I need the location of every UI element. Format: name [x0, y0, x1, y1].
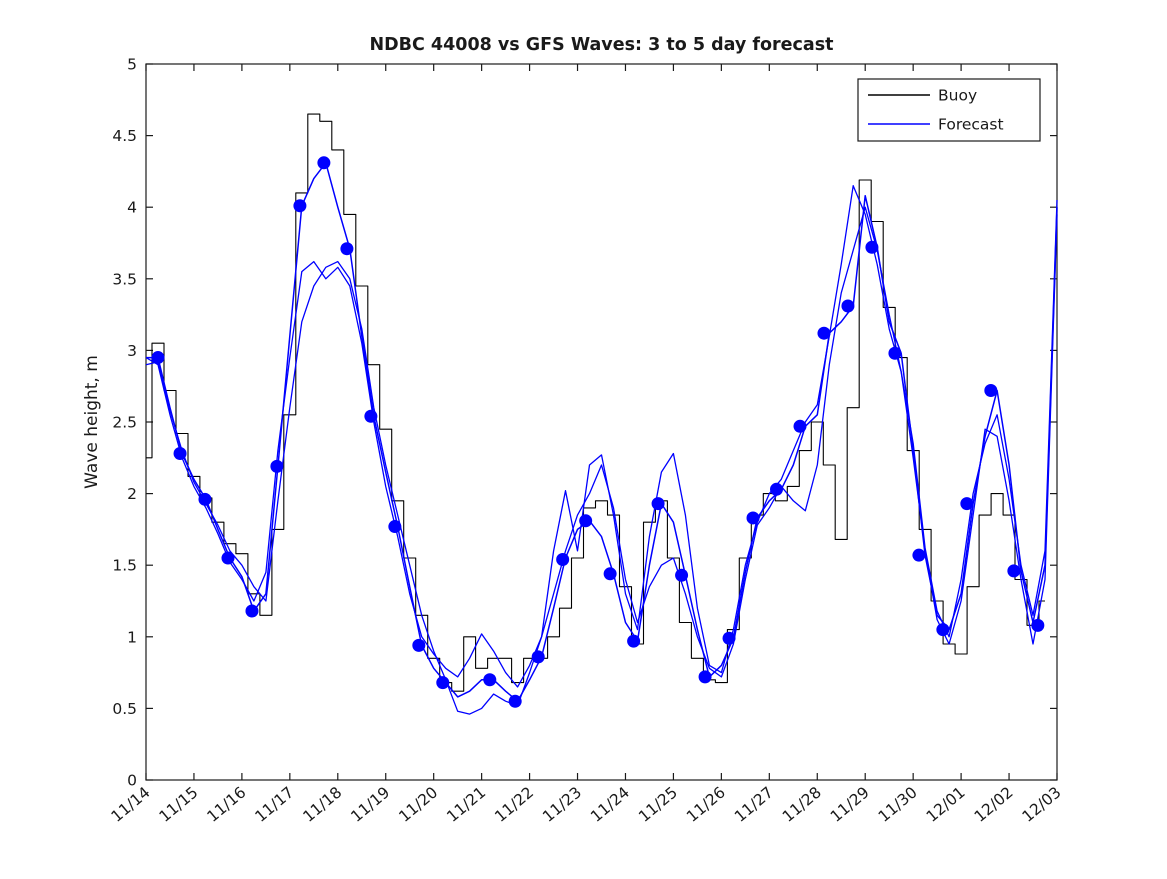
legend-box [857, 78, 1041, 142]
forecast-marker [388, 520, 402, 534]
forecast-marker [340, 242, 354, 256]
forecast-marker [531, 650, 545, 664]
forecast-marker [293, 199, 307, 213]
forecast-marker [579, 514, 593, 528]
forecast-marker [841, 299, 855, 313]
forecast-series-line [145, 185, 1058, 688]
x-tick-label: 11/28 [779, 783, 825, 826]
forecast-marker [245, 604, 259, 618]
x-tick-label: 11/29 [827, 783, 873, 826]
forecast-marker [722, 631, 736, 645]
y-tick-label: 0 [127, 772, 137, 790]
forecast-marker [198, 492, 212, 506]
forecast-marker [508, 694, 522, 708]
forecast-marker [173, 447, 187, 461]
y-tick-label: 5 [127, 56, 137, 74]
x-tick-label: 12/02 [971, 783, 1017, 826]
x-tick-label: 11/22 [491, 783, 537, 826]
forecast-marker [960, 497, 974, 511]
forecast-marker [483, 673, 497, 687]
y-tick-label: 0.5 [112, 700, 137, 718]
forecast-marker [651, 497, 665, 511]
forecast-marker [865, 240, 879, 254]
forecast-marker [984, 383, 998, 397]
forecast-marker [317, 156, 331, 170]
x-tick-label: 11/16 [204, 783, 250, 826]
y-tick-label: 1 [127, 628, 137, 646]
forecast-marker [912, 548, 926, 562]
forecast-marker [556, 552, 570, 566]
forecast-marker [770, 482, 784, 496]
chart-title: NDBC 44008 vs GFS Waves: 3 to 5 day fore… [369, 35, 833, 55]
legend-label-forecast: Forecast [938, 116, 1004, 134]
forecast-marker [888, 346, 902, 360]
y-tick-label: 1.5 [112, 557, 137, 575]
forecast-marker [817, 326, 831, 340]
forecast-series-line [145, 199, 1058, 715]
buoy-series-line [146, 113, 1045, 692]
forecast-marker [364, 409, 378, 423]
y-tick-label: 4 [127, 199, 137, 217]
forecast-marker [1007, 564, 1021, 578]
x-tick-label: 11/17 [252, 783, 298, 826]
x-tick-label: 11/26 [683, 783, 729, 826]
y-tick-label: 2.5 [112, 414, 137, 432]
forecast-marker [270, 459, 284, 473]
forecast-marker [436, 676, 450, 690]
forecast-marker [936, 623, 950, 637]
forecast-marker [675, 568, 689, 582]
x-tick-label: 12/01 [923, 783, 969, 826]
forecast-marker [221, 551, 235, 565]
forecast-marker [1031, 618, 1045, 632]
x-tick-label: 11/15 [156, 783, 202, 826]
x-tick-label: 11/21 [443, 783, 489, 826]
x-tick-label: 11/20 [395, 783, 441, 826]
x-tick-label: 11/24 [587, 783, 633, 826]
x-tick-label: 11/25 [635, 783, 681, 826]
x-tick-label: 11/19 [348, 783, 394, 826]
x-tick-label: 11/14 [108, 783, 154, 826]
forecast-series-line [146, 162, 1058, 702]
y-tick-label: 3.5 [112, 270, 137, 288]
x-tick-label: 11/30 [875, 783, 921, 826]
legend-label-buoy: Buoy [938, 87, 977, 105]
y-axis-label: Wave height, m [82, 355, 102, 489]
forecast-marker [698, 670, 712, 684]
x-tick-label: 11/23 [539, 783, 585, 826]
forecast-marker [603, 567, 617, 581]
y-tick-label: 3 [127, 342, 137, 360]
forecast-marker [412, 638, 426, 652]
x-tick-label: 11/18 [300, 783, 346, 826]
forecast-marker [746, 511, 760, 525]
y-tick-label: 4.5 [112, 127, 137, 145]
forecast-marker [793, 419, 807, 433]
forecast-marker [151, 351, 165, 365]
x-tick-label: 11/27 [731, 783, 777, 826]
y-tick-label: 2 [127, 485, 137, 503]
forecast-marker [627, 634, 641, 648]
x-tick-label: 12/03 [1019, 783, 1065, 826]
